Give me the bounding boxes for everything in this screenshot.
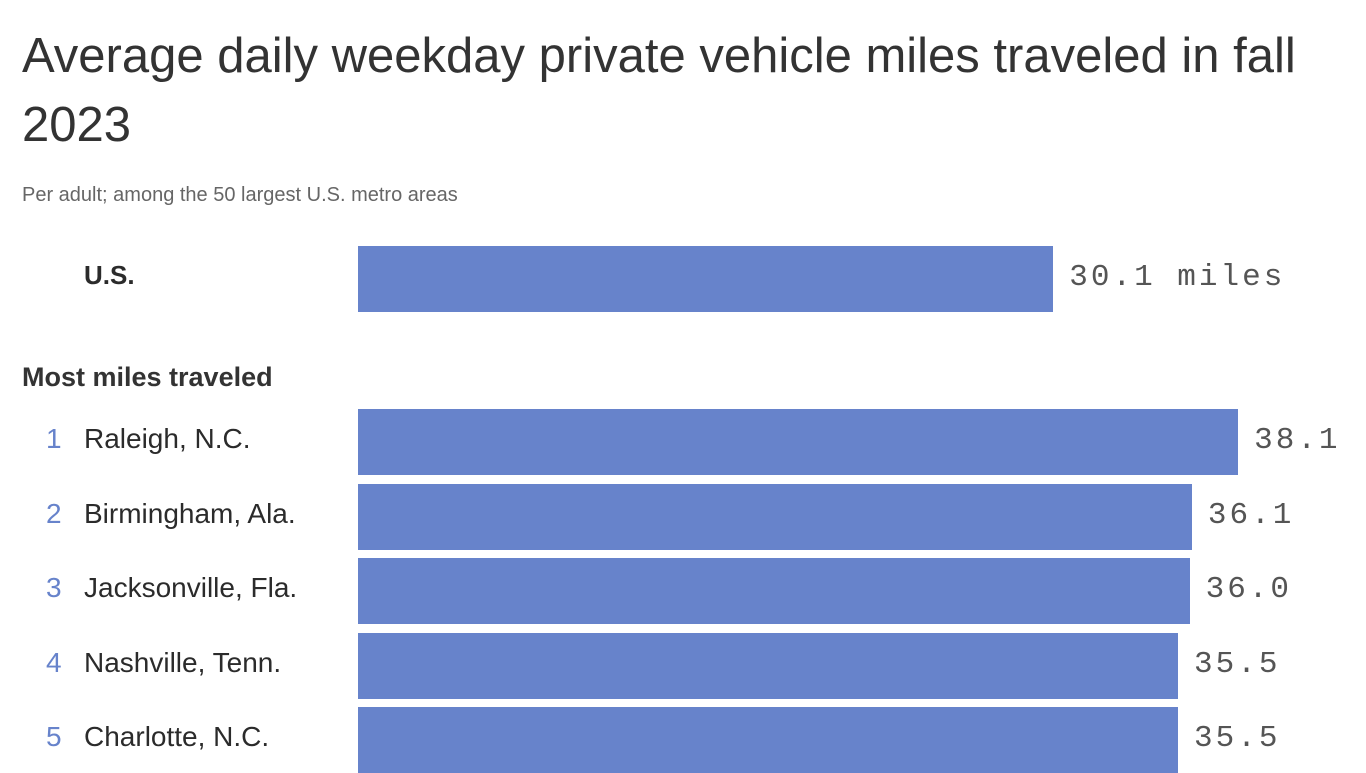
value-label: 36.0 [1205,572,1293,607]
reference-label: U.S. [84,260,135,290]
rank-number: 5 [46,721,62,752]
bar-row: 1 Raleigh, N.C. 38.1 [0,409,1366,475]
category-label: Raleigh, N.C. [84,423,251,454]
category-label: Nashville, Tenn. [84,646,282,678]
bar [358,632,1179,699]
category-label: Birmingham, Ala. [84,497,296,529]
reference-bar [358,246,1054,312]
value-label: 35.5 [1194,646,1281,682]
value-label: 38.1 [1254,423,1341,458]
bar-row: 5 Charlotte, N.C. 35.5 [0,707,1366,773]
bar [358,707,1179,773]
category-label: Charlotte, N.C. [84,721,270,752]
bar [358,409,1239,475]
rank-number: 1 [46,423,62,454]
reference-row: U.S. 30.1 miles [0,246,1366,312]
rank-number: 3 [46,572,62,603]
category-label: Jacksonville, Fla. [84,572,298,603]
rank-number: 4 [46,646,62,678]
value-label: 35.5 [1194,721,1281,756]
bar-row: 3 Jacksonville, Fla. 36.0 [0,558,1366,624]
bar [358,558,1190,624]
section-heading: Most miles traveled [22,362,273,392]
reference-value-label: 30.1 miles [1069,260,1286,295]
bar-row: 2 Birmingham, Ala. 36.1 [0,483,1366,550]
value-label: 36.1 [1207,497,1295,533]
bar [358,483,1192,550]
chart-title: Average daily weekday private vehicle mi… [22,29,1296,152]
rank-number: 2 [46,497,62,529]
chart-subtitle: Per adult; among the 50 largest U.S. met… [22,184,458,206]
bar-row: 4 Nashville, Tenn. 35.5 [0,632,1366,699]
